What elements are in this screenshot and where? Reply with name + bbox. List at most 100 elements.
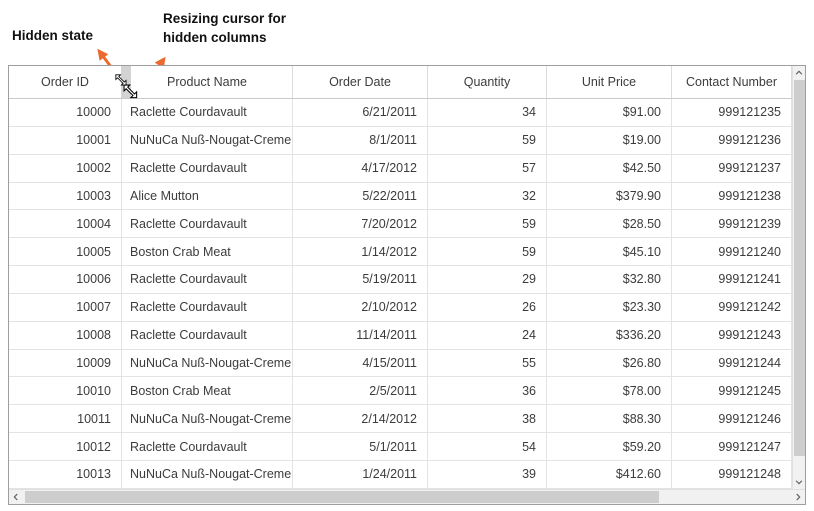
cell-product-name[interactable]: Raclette Courdavault — [122, 293, 293, 322]
cell-order-id[interactable]: 10007 — [9, 293, 122, 322]
cell-order-id[interactable]: 10001 — [9, 126, 122, 155]
table-row[interactable]: 10002 Raclette Courdavault 4/17/2012 57 … — [9, 154, 792, 183]
cell-product-name[interactable]: Raclette Courdavault — [122, 266, 293, 294]
cell-order-id[interactable]: 10000 — [9, 99, 122, 127]
cell-product-name[interactable]: NuNuCa Nuß-Nougat-Creme — [122, 405, 293, 434]
cell-order-id[interactable]: 10013 — [9, 460, 122, 489]
table-row[interactable]: 10007 Raclette Courdavault 2/10/2012 26 … — [9, 293, 792, 322]
cell-product-name[interactable]: Raclette Courdavault — [122, 99, 293, 127]
cell-order-id[interactable]: 10004 — [9, 210, 122, 239]
cell-order-date[interactable]: 6/21/2011 — [293, 99, 428, 127]
cell-unit-price[interactable]: $379.90 — [547, 182, 672, 211]
cell-order-date[interactable]: 7/20/2012 — [293, 210, 428, 239]
table-row[interactable]: 10005 Boston Crab Meat 1/14/2012 59 $45.… — [9, 238, 792, 267]
horizontal-scrollbar-thumb[interactable] — [25, 491, 659, 503]
cell-quantity[interactable]: 59 — [428, 126, 547, 155]
cell-contact-number[interactable]: 999121247 — [672, 433, 792, 461]
cell-contact-number[interactable]: 999121248 — [672, 460, 792, 489]
cell-product-name[interactable]: Raclette Courdavault — [122, 433, 293, 461]
cell-contact-number[interactable]: 999121238 — [672, 182, 792, 211]
cell-quantity[interactable]: 32 — [428, 182, 547, 211]
cell-contact-number[interactable]: 999121245 — [672, 377, 792, 406]
cell-order-date[interactable]: 4/15/2011 — [293, 349, 428, 378]
cell-quantity[interactable]: 36 — [428, 377, 547, 406]
table-row[interactable]: 10008 Raclette Courdavault 11/14/2011 24… — [9, 321, 792, 350]
vertical-scrollbar-thumb[interactable] — [794, 80, 805, 456]
table-row[interactable]: 10006 Raclette Courdavault 5/19/2011 29 … — [9, 266, 792, 294]
cell-product-name[interactable]: Alice Mutton — [122, 182, 293, 211]
table-row[interactable]: 10001 NuNuCa Nuß-Nougat-Creme 8/1/2011 5… — [9, 126, 792, 155]
cell-product-name[interactable]: Raclette Courdavault — [122, 321, 293, 350]
horizontal-scrollbar[interactable] — [9, 489, 805, 504]
hidden-column-resize-grip[interactable] — [121, 66, 131, 98]
cell-contact-number[interactable]: 999121235 — [672, 99, 792, 127]
cell-quantity[interactable]: 26 — [428, 293, 547, 322]
cell-order-id[interactable]: 10010 — [9, 377, 122, 406]
cell-unit-price[interactable]: $59.20 — [547, 433, 672, 461]
cell-contact-number[interactable]: 999121237 — [672, 154, 792, 183]
cell-product-name[interactable]: Raclette Courdavault — [122, 154, 293, 183]
cell-order-date[interactable]: 11/14/2011 — [293, 321, 428, 350]
cell-quantity[interactable]: 54 — [428, 433, 547, 461]
scroll-up-button[interactable] — [793, 66, 805, 80]
column-header-order-id[interactable]: Order ID — [9, 66, 122, 98]
cell-order-date[interactable]: 1/14/2012 — [293, 238, 428, 267]
cell-quantity[interactable]: 59 — [428, 238, 547, 267]
cell-contact-number[interactable]: 999121239 — [672, 210, 792, 239]
cell-order-id[interactable]: 10009 — [9, 349, 122, 378]
cell-unit-price[interactable]: $42.50 — [547, 154, 672, 183]
cell-unit-price[interactable]: $45.10 — [547, 238, 672, 267]
table-row[interactable]: 10000 Raclette Courdavault 6/21/2011 34 … — [9, 99, 792, 127]
cell-order-date[interactable]: 5/19/2011 — [293, 266, 428, 294]
vertical-scrollbar[interactable] — [792, 66, 805, 489]
cell-order-date[interactable]: 2/14/2012 — [293, 405, 428, 434]
cell-unit-price[interactable]: $19.00 — [547, 126, 672, 155]
scroll-right-button[interactable] — [791, 490, 805, 504]
cell-unit-price[interactable]: $336.20 — [547, 321, 672, 350]
cell-order-id[interactable]: 10003 — [9, 182, 122, 211]
cell-contact-number[interactable]: 999121243 — [672, 321, 792, 350]
cell-quantity[interactable]: 24 — [428, 321, 547, 350]
cell-order-id[interactable]: 10012 — [9, 433, 122, 461]
cell-quantity[interactable]: 55 — [428, 349, 547, 378]
cell-order-date[interactable]: 5/1/2011 — [293, 433, 428, 461]
cell-order-date[interactable]: 1/24/2011 — [293, 460, 428, 489]
cell-order-id[interactable]: 10011 — [9, 405, 122, 434]
cell-product-name[interactable]: NuNuCa Nuß-Nougat-Creme — [122, 460, 293, 489]
cell-contact-number[interactable]: 999121244 — [672, 349, 792, 378]
column-header-quantity[interactable]: Quantity — [428, 66, 547, 98]
cell-contact-number[interactable]: 999121240 — [672, 238, 792, 267]
cell-quantity[interactable]: 34 — [428, 99, 547, 127]
cell-order-date[interactable]: 2/10/2012 — [293, 293, 428, 322]
cell-unit-price[interactable]: $91.00 — [547, 99, 672, 127]
cell-order-date[interactable]: 2/5/2011 — [293, 377, 428, 406]
cell-contact-number[interactable]: 999121246 — [672, 405, 792, 434]
cell-contact-number[interactable]: 999121242 — [672, 293, 792, 322]
cell-order-date[interactable]: 4/17/2012 — [293, 154, 428, 183]
cell-product-name[interactable]: Raclette Courdavault — [122, 210, 293, 239]
cell-unit-price[interactable]: $412.60 — [547, 460, 672, 489]
cell-quantity[interactable]: 57 — [428, 154, 547, 183]
cell-contact-number[interactable]: 999121236 — [672, 126, 792, 155]
cell-product-name[interactable]: NuNuCa Nuß-Nougat-Creme — [122, 126, 293, 155]
cell-quantity[interactable]: 29 — [428, 266, 547, 294]
table-row[interactable]: 10012 Raclette Courdavault 5/1/2011 54 $… — [9, 433, 792, 461]
cell-quantity[interactable]: 59 — [428, 210, 547, 239]
cell-unit-price[interactable]: $28.50 — [547, 210, 672, 239]
cell-product-name[interactable]: NuNuCa Nuß-Nougat-Creme — [122, 349, 293, 378]
table-row[interactable]: 10013 NuNuCa Nuß-Nougat-Creme 1/24/2011 … — [9, 460, 792, 489]
table-row[interactable]: 10004 Raclette Courdavault 7/20/2012 59 … — [9, 210, 792, 239]
cell-unit-price[interactable]: $78.00 — [547, 377, 672, 406]
cell-unit-price[interactable]: $32.80 — [547, 266, 672, 294]
cell-unit-price[interactable]: $88.30 — [547, 405, 672, 434]
cell-order-date[interactable]: 5/22/2011 — [293, 182, 428, 211]
table-row[interactable]: 10011 NuNuCa Nuß-Nougat-Creme 2/14/2012 … — [9, 405, 792, 434]
table-row[interactable]: 10009 NuNuCa Nuß-Nougat-Creme 4/15/2011 … — [9, 349, 792, 378]
cell-order-id[interactable]: 10006 — [9, 266, 122, 294]
table-row[interactable]: 10010 Boston Crab Meat 2/5/2011 36 $78.0… — [9, 377, 792, 406]
cell-order-id[interactable]: 10002 — [9, 154, 122, 183]
cell-quantity[interactable]: 38 — [428, 405, 547, 434]
cell-product-name[interactable]: Boston Crab Meat — [122, 238, 293, 267]
cell-product-name[interactable]: Boston Crab Meat — [122, 377, 293, 406]
column-header-order-date[interactable]: Order Date — [293, 66, 428, 98]
